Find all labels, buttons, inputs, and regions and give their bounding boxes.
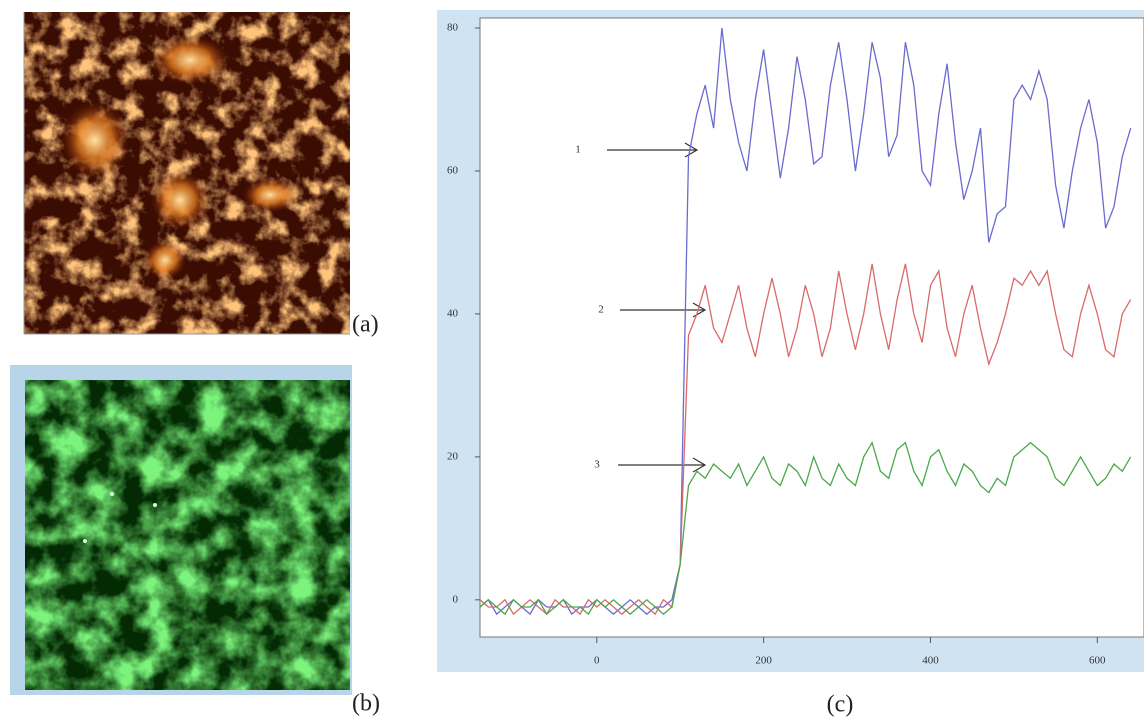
x-tick-label: 400 [922,655,939,667]
y-tick-label: 60 [447,164,459,176]
x-tick-label: 0 [594,655,600,667]
data-line [479,263,1132,616]
y-tick-label: 0 [453,593,459,605]
plot-area [479,17,1144,638]
x-tick-label: 200 [755,655,772,667]
y-tick-label: 40 [447,307,459,319]
x-tick-label: 600 [1089,655,1106,667]
data-line [479,440,1132,616]
panel-label: (b) [352,691,380,717]
data-line [479,27,1132,616]
image-b [10,365,352,695]
annotation: 2 [598,304,604,316]
y-tick-label: 20 [447,450,459,462]
caption: (c) [827,692,854,718]
image-a [23,12,350,335]
y-tick-label: 80 [447,22,459,34]
annotation: 1 [575,144,581,156]
panel-label: (a) [352,312,379,338]
annotation: 3 [594,459,600,471]
